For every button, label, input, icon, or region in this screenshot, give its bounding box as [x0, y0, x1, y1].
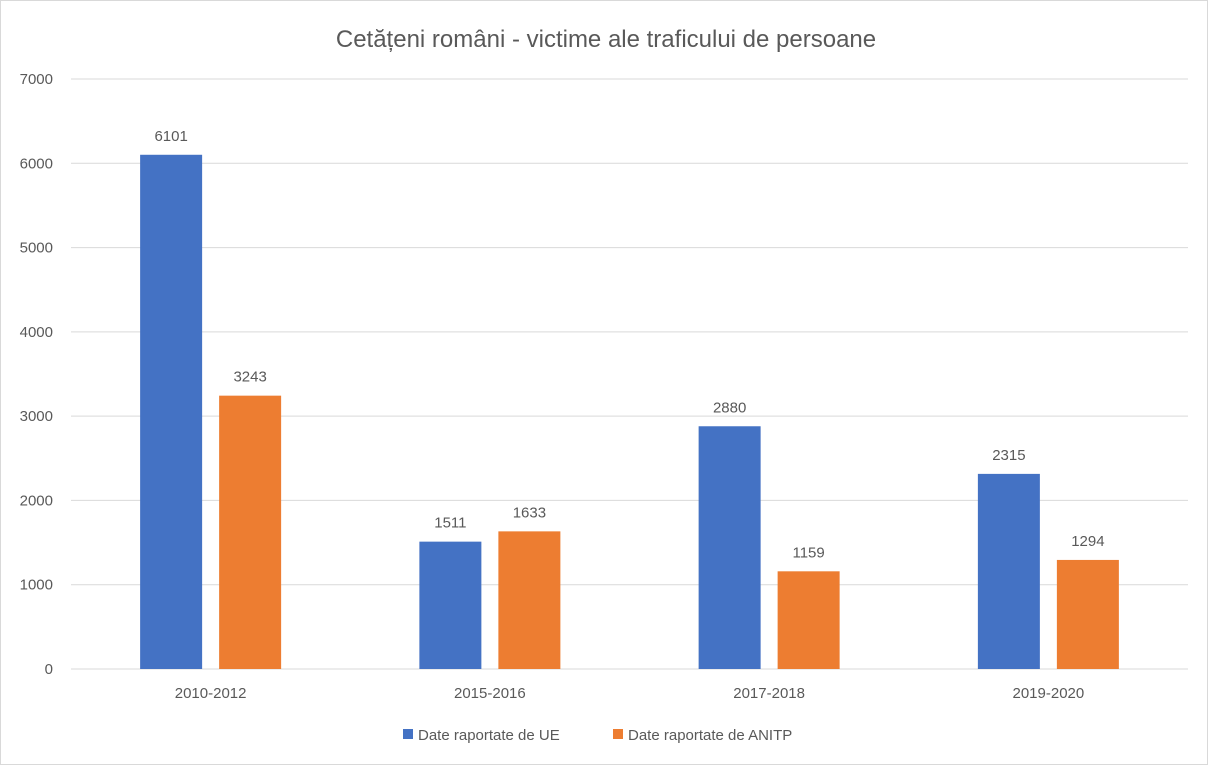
x-axis-ticks: 2010-2012 2015-2016 2017-2018 2019-2020: [175, 685, 1084, 702]
legend-swatch: [613, 729, 623, 739]
legend-label: Date raportate de ANITP: [628, 727, 792, 744]
y-tick-label: 2000: [20, 492, 53, 509]
data-label: 2880: [713, 399, 746, 416]
data-labels: 6101 3243 1511 1633 2880 1159 2315 1294: [154, 128, 1104, 562]
y-tick-label: 4000: [20, 324, 53, 341]
y-tick-label: 0: [45, 661, 53, 678]
y-tick-label: 3000: [20, 408, 53, 425]
chart-title: Cetățeni români - victime ale traficului…: [336, 26, 876, 53]
legend-label: Date raportate de UE: [418, 727, 560, 744]
y-tick-label: 6000: [20, 155, 53, 172]
bar-ue: [140, 154, 203, 670]
bar-anitp: [219, 395, 282, 669]
bar-anitp: [498, 531, 561, 669]
bar-anitp: [777, 571, 840, 669]
data-label: 3243: [233, 369, 266, 386]
bar-ue: [698, 426, 761, 669]
data-label: 1159: [792, 544, 824, 561]
bar-ue: [977, 473, 1040, 669]
x-tick-label: 2015-2016: [454, 685, 526, 702]
legend: Date raportate de UE Date raportate de AN…: [403, 727, 792, 744]
data-label: 2315: [992, 447, 1025, 464]
y-tick-label: 7000: [20, 71, 53, 88]
legend-swatch: [403, 729, 413, 739]
bar-anitp: [1056, 559, 1119, 669]
x-tick-label: 2019-2020: [1013, 685, 1085, 702]
data-label: 1294: [1071, 533, 1104, 550]
data-label: 1633: [513, 504, 546, 521]
y-tick-label: 1000: [20, 577, 53, 594]
y-axis-ticks: 0 1000 2000 3000 4000 5000 6000 7000: [20, 71, 53, 678]
data-label: 1511: [434, 515, 466, 532]
x-tick-label: 2010-2012: [175, 685, 247, 702]
bar-ue: [419, 541, 482, 669]
y-tick-label: 5000: [20, 240, 53, 257]
x-tick-label: 2017-2018: [733, 685, 805, 702]
data-label: 6101: [154, 128, 187, 145]
bars: [140, 154, 1119, 670]
